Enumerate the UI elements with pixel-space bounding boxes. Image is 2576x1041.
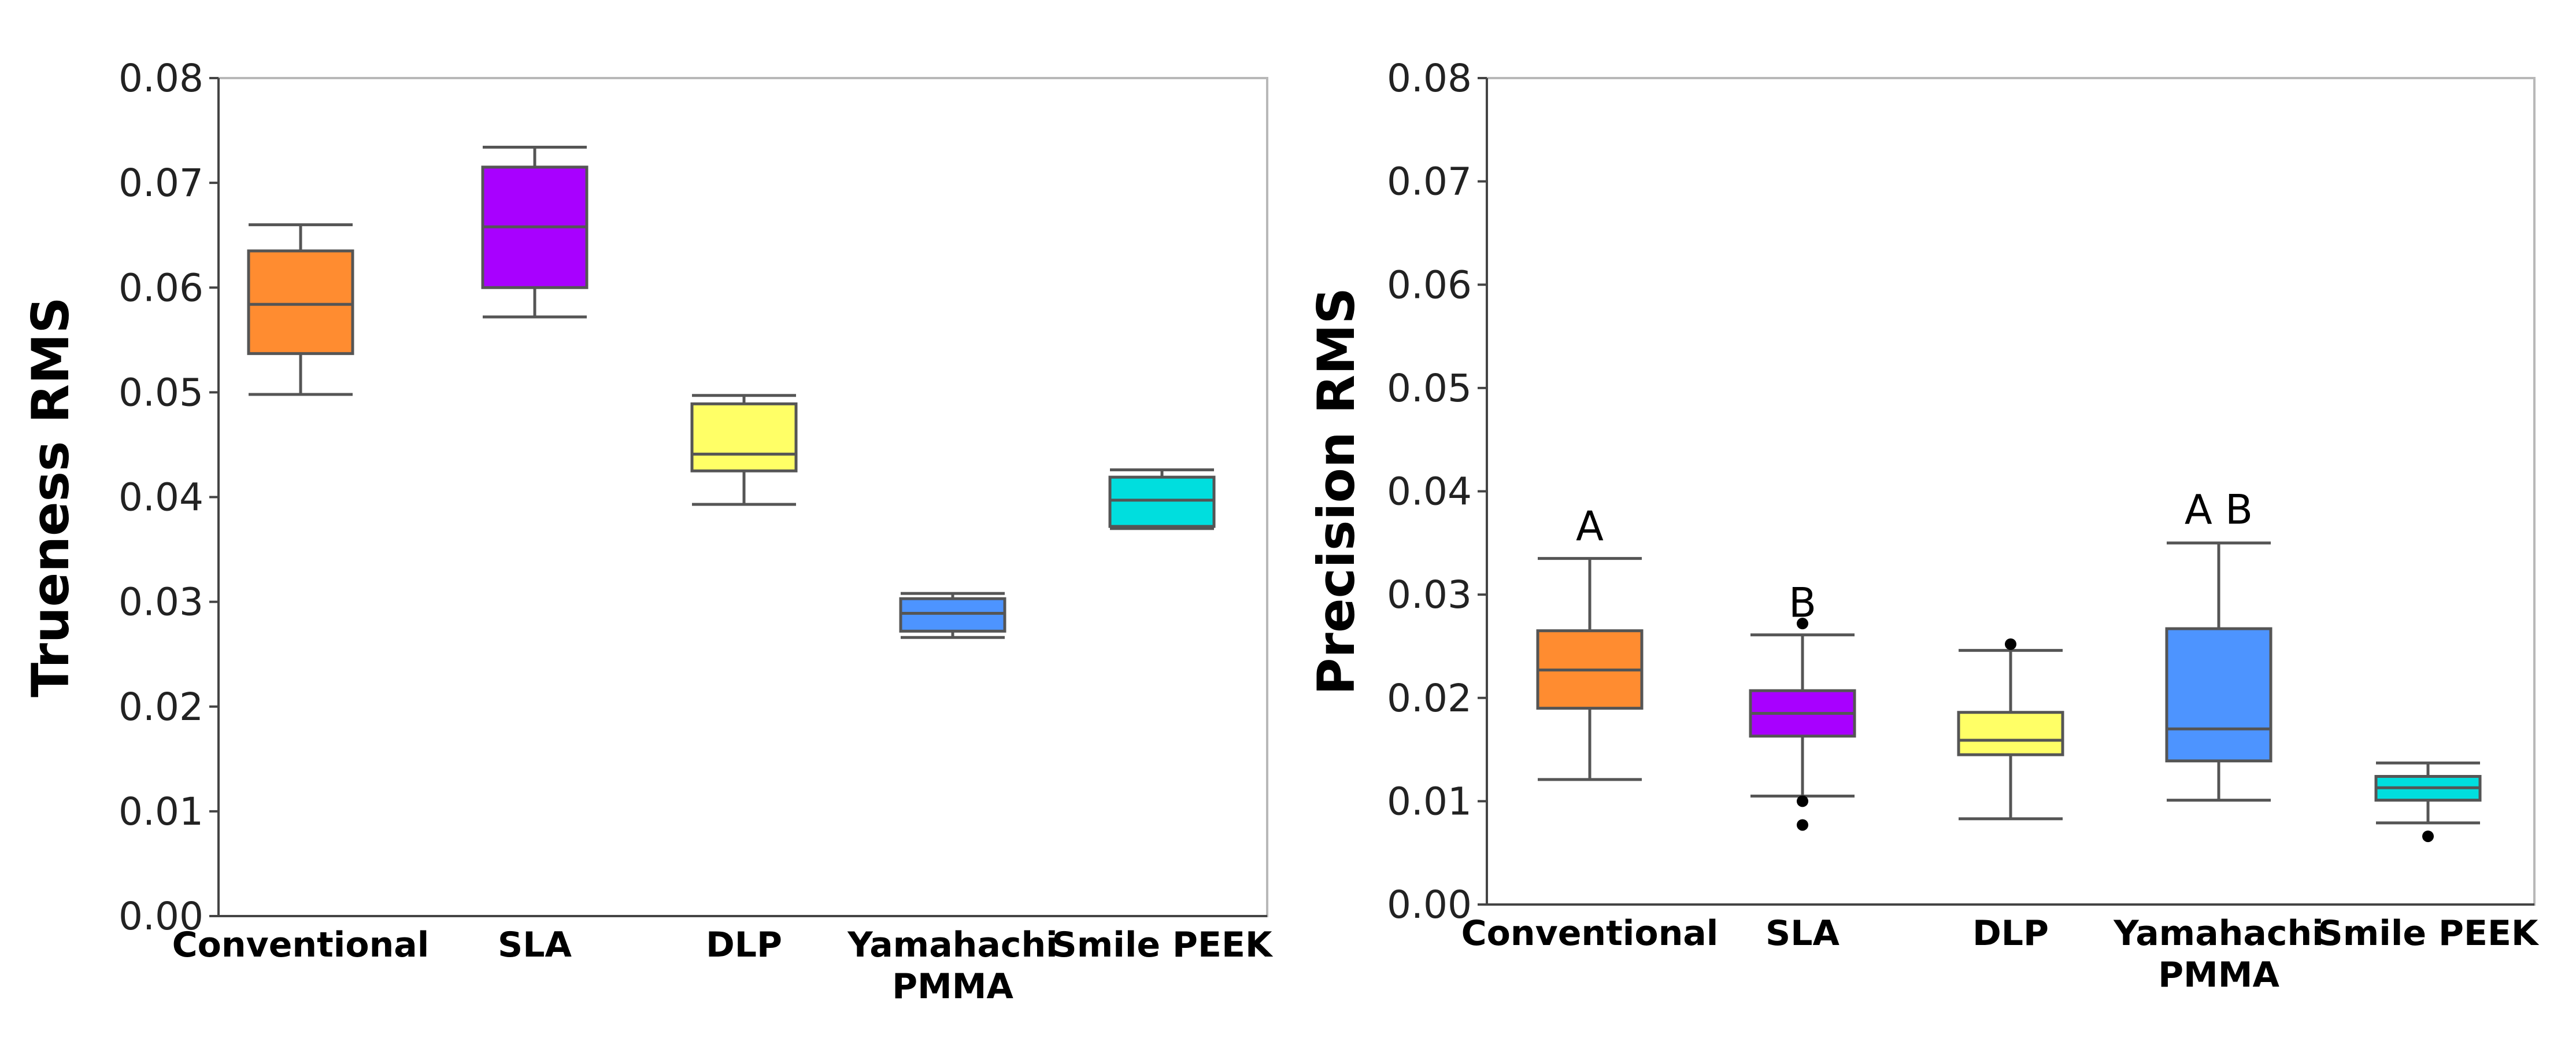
box-1 xyxy=(1749,618,1856,831)
y-tick-label: 0.00 xyxy=(1387,883,1472,927)
x-category-label: DLP xyxy=(706,925,782,965)
x-category-label: Smile PEEK xyxy=(2318,913,2540,954)
significance-label: A xyxy=(1576,503,1604,550)
iqr-box xyxy=(690,402,798,472)
y-tick-label: 0.06 xyxy=(1387,263,1472,307)
outlier-point xyxy=(1797,618,1808,630)
significance-label: B xyxy=(1789,579,1816,626)
y-tick-label: 0.05 xyxy=(1387,366,1472,411)
x-category-label-line2: PMMA xyxy=(892,966,1013,1007)
box-3 xyxy=(2165,541,2272,802)
box-3 xyxy=(899,592,1006,639)
x-category-label: Conventional xyxy=(1461,913,1719,954)
trueness-chart: 0.00 0.01 0.02 0.03 0.04 0.05 0.06 0.07 0.08 True… xyxy=(21,56,1274,1007)
y-tick-label: 0.04 xyxy=(119,475,203,520)
box-1 xyxy=(481,146,589,319)
y-tick-label: 0.00 xyxy=(119,894,203,939)
y-tick-label: 0.03 xyxy=(1387,573,1472,617)
x-category-label: Yamahachi xyxy=(2113,913,2324,954)
y-tick-label: 0.08 xyxy=(119,56,203,101)
outlier-point xyxy=(1797,819,1808,831)
outlier-point xyxy=(2005,638,2016,650)
box-2 xyxy=(690,394,798,506)
y-tick-label: 0.02 xyxy=(119,685,203,729)
y-tick-label: 0.07 xyxy=(1387,160,1472,204)
iqr-box xyxy=(1108,475,1216,528)
y-tick-label: 0.04 xyxy=(1387,470,1472,514)
x-category-label: DLP xyxy=(1972,913,2049,954)
y-tick-label: 0.07 xyxy=(119,161,203,205)
x-category-label: SLA xyxy=(498,925,572,965)
x-category-label: Yamahachi xyxy=(847,925,1058,965)
iqr-box xyxy=(1957,711,2064,756)
x-category-label: Conventional xyxy=(172,925,430,965)
x-category-label: SLA xyxy=(1766,913,1840,954)
outlier-point xyxy=(2422,830,2434,843)
box-2 xyxy=(1957,638,2064,821)
box-0 xyxy=(1536,557,1644,781)
y-tick-label: 0.05 xyxy=(119,370,203,415)
x-category-label-line2: PMMA xyxy=(2158,955,2279,995)
box-0 xyxy=(247,223,354,396)
y-tick-label: 0.01 xyxy=(1387,779,1472,824)
y-tick-label: 0.03 xyxy=(119,580,203,625)
x-category-label: Smile PEEK xyxy=(1052,925,1274,965)
y-tick-label: 0.08 xyxy=(1387,56,1472,101)
iqr-box xyxy=(2165,627,2272,763)
precision-chart: 0.00 0.01 0.02 0.03 0.04 0.05 0.06 0.07 0.08 Prec… xyxy=(1306,56,2540,995)
outlier-point xyxy=(1797,795,1808,807)
box-4 xyxy=(1108,468,1216,530)
y-axis-title: Trueness RMS xyxy=(21,297,80,697)
significance-label: A B xyxy=(2185,486,2253,534)
y-tick-label: 0.02 xyxy=(1387,676,1472,721)
y-tick-label: 0.01 xyxy=(119,789,203,834)
iqr-box xyxy=(899,597,1006,633)
iqr-box xyxy=(247,249,354,355)
box-4 xyxy=(2374,761,2482,843)
y-axis-title: Precision RMS xyxy=(1306,287,1366,695)
y-tick-label: 0.06 xyxy=(119,265,203,310)
